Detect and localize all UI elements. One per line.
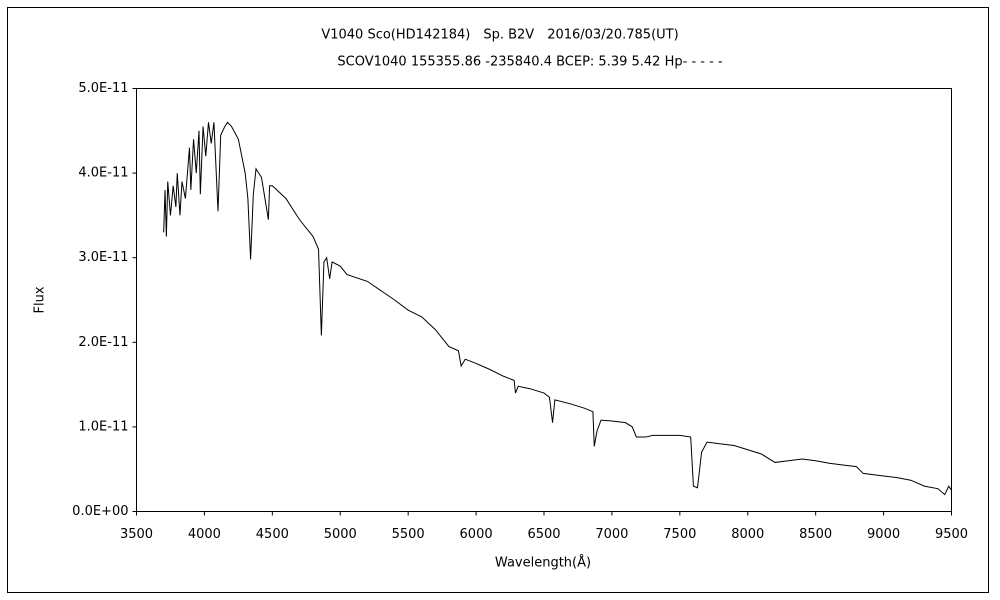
spectrum-line <box>163 121 952 496</box>
x-tick-label: 6000 <box>460 527 493 542</box>
y-tick-label: 1.0E-11 <box>78 419 128 434</box>
x-tick-label: 3500 <box>120 527 153 542</box>
y-tick-label: 0.0E+00 <box>72 504 128 519</box>
x-tick-label: 8000 <box>731 527 764 542</box>
y-tick-label: 5.0E-11 <box>78 81 128 96</box>
y-tick-label: 4.0E-11 <box>78 166 128 181</box>
x-tick-label: 9000 <box>867 527 900 542</box>
x-tick-label: 8500 <box>799 527 832 542</box>
x-tick-label: 6500 <box>527 527 560 542</box>
y-axis-label: Flux <box>33 286 48 313</box>
y-tick-label: 3.0E-11 <box>78 250 128 265</box>
x-tick-label: 5000 <box>324 527 357 542</box>
x-tick-label: 5500 <box>392 527 425 542</box>
x-tick-label: 4000 <box>188 527 221 542</box>
y-tick-label: 2.0E-11 <box>78 335 128 350</box>
chart-subtitle: SCOV1040 155355.86 -235840.4 BCEP: 5.39 … <box>337 55 723 70</box>
x-tick-label: 7500 <box>663 527 696 542</box>
outer-frame <box>7 7 989 593</box>
x-tick-label: 9500 <box>935 527 968 542</box>
x-tick-label: 4500 <box>256 527 289 542</box>
chart-title: V1040 Sco(HD142184) Sp. B2V 2016/03/20.7… <box>321 28 678 43</box>
x-axis-label: Wavelength(Å) <box>495 555 591 571</box>
x-tick-label: 7000 <box>595 527 628 542</box>
